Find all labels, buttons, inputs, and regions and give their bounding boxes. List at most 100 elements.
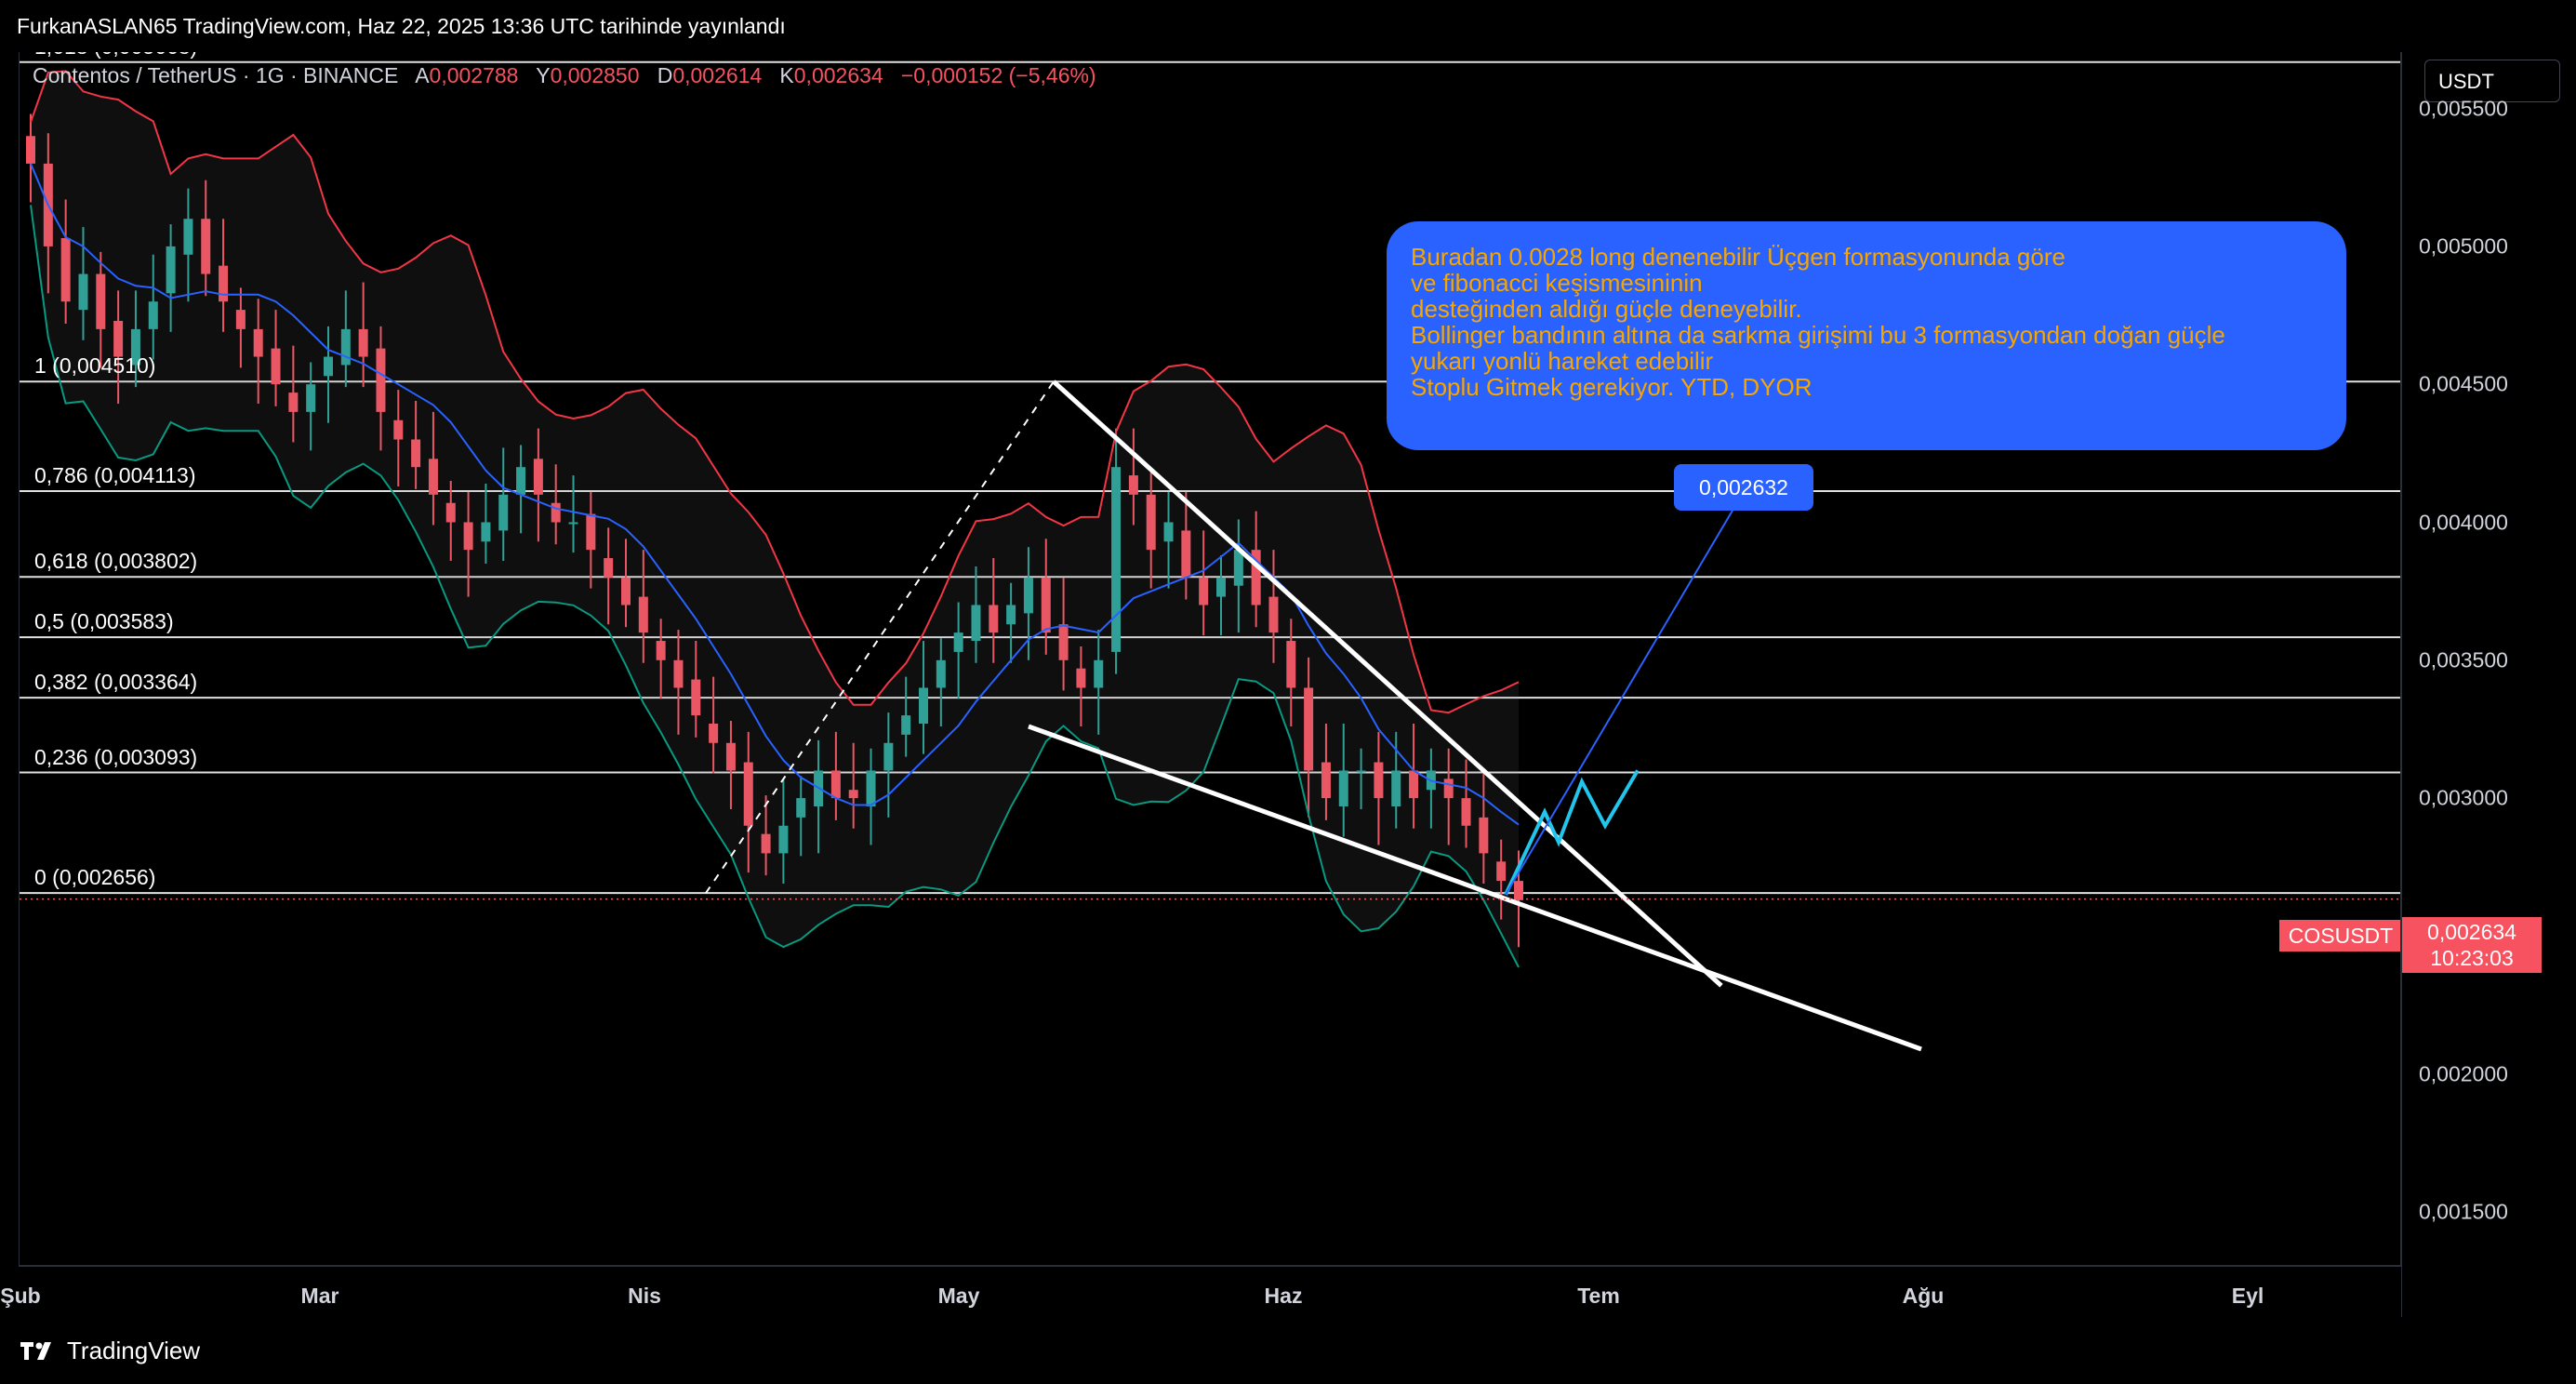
price-tick-label: 0,004500: [2419, 371, 2508, 396]
candle-body: [725, 742, 736, 771]
footer-brand[interactable]: TradingView: [19, 1332, 200, 1369]
candle-body: [130, 328, 140, 366]
time-axis[interactable]: Şub Mar Nis May Haz Tem Ağu Eyl: [0, 1266, 2401, 1318]
candle-body: [148, 301, 158, 329]
fib-level-label: 0,618 (0,003802): [34, 549, 198, 574]
candle-body: [761, 833, 771, 854]
low-label: D: [657, 63, 673, 87]
high-value: 0,002850: [550, 63, 640, 87]
candle-body: [393, 419, 404, 440]
candle-body: [235, 310, 246, 329]
candle-body: [866, 770, 876, 806]
candle-body: [78, 273, 88, 311]
candle-body: [743, 762, 753, 826]
candle-body: [1163, 522, 1174, 542]
candle-body: [533, 459, 543, 495]
fib-level-label: 0,236 (0,003093): [34, 744, 198, 769]
candle-body: [1094, 659, 1104, 688]
candle-body: [1058, 624, 1069, 660]
candle-body: [1479, 817, 1489, 854]
chart-area[interactable]: Contentos / TetherUS · 1G · BINANCE A0,0…: [19, 52, 2401, 1266]
fib-level-label: 0,786 (0,004113): [34, 462, 196, 487]
fib-level-label: 0,382 (0,003364): [34, 670, 198, 695]
candle-body: [1391, 770, 1401, 806]
price-tick-label: 0,005500: [2419, 96, 2508, 121]
note-line: Bollinger bandının altına da sarkma giri…: [1411, 321, 2225, 349]
candle-body: [691, 679, 701, 716]
candle-body: [96, 273, 106, 329]
fib-level-label: 0,5 (0,003583): [34, 609, 174, 634]
wedge-lower-trendline: [1028, 724, 1922, 1052]
time-tick-label: Haz: [1264, 1284, 1303, 1308]
candle-body: [586, 513, 596, 551]
candle-body: [288, 393, 299, 412]
candle-body: [1216, 577, 1226, 597]
candle-body: [340, 328, 351, 366]
high-label: Y: [536, 63, 551, 87]
chart-canvas[interactable]: [20, 52, 2401, 1266]
symbol-tag: COSUSDT: [2279, 920, 2400, 952]
candle-body: [271, 348, 281, 385]
fib-level-label: 0 (0,002656): [34, 865, 156, 890]
candle-body: [463, 522, 473, 551]
candle-body: [219, 265, 229, 302]
candle-body: [358, 328, 368, 357]
last-price-label: 0,002634 10:23:03: [2402, 917, 2542, 973]
candle-body: [638, 596, 648, 633]
candle-body: [778, 825, 789, 854]
candle-body: [183, 219, 193, 255]
price-axis[interactable]: USDT 0,005500 0,005000 0,004500 0,004000 0,0…: [2401, 52, 2576, 1317]
note-line: desteğinden aldığı güçle deneyebilir.: [1411, 295, 1802, 323]
price-tick-label: 0,003000: [2419, 785, 2508, 810]
symbol-name[interactable]: Contentos / TetherUS · 1G · BINANCE: [33, 63, 399, 87]
candle-body: [1268, 596, 1279, 633]
time-tick-label: May: [937, 1284, 980, 1308]
wedge-upper-trendline: [1052, 379, 1723, 988]
currency-unit-button[interactable]: USDT: [2424, 60, 2560, 102]
candle-body: [1128, 475, 1138, 495]
candle-body: [1076, 668, 1086, 688]
annotation-note[interactable]: Buradan 0.0028 long denenebilir Üçgen fo…: [1387, 221, 2346, 450]
candle-body: [901, 715, 911, 735]
last-price-value: 0,002634: [2427, 920, 2516, 944]
brand-name: TradingView: [67, 1336, 201, 1364]
time-tick-label: Tem: [1577, 1284, 1620, 1308]
candle-body: [411, 439, 421, 468]
candle-body: [1023, 577, 1033, 614]
candle-body: [1409, 770, 1419, 799]
candle-body: [1496, 861, 1507, 882]
publish-text: FurkanASLAN65 TradingView.com, Haz 22, 2…: [17, 13, 786, 38]
candle-body: [1338, 770, 1348, 806]
low-value: 0,002614: [672, 63, 763, 87]
candle-body: [60, 238, 71, 302]
chart-frame: Contentos / TetherUS · 1G · BINANCE A0,0…: [0, 52, 2576, 1318]
price-tick-label: 0,004000: [2419, 510, 2508, 534]
candle-body: [1146, 494, 1156, 551]
close-value: 0,002634: [793, 63, 883, 87]
candle-body: [796, 798, 806, 818]
bollinger-fill: [31, 71, 1519, 967]
candle-body: [709, 724, 719, 743]
change-value: −0,000152 (−5,46%): [900, 63, 1096, 87]
candle-body: [201, 219, 211, 274]
candle-body: [1233, 550, 1243, 586]
candle-body: [253, 328, 263, 357]
tradingview-logo-icon: [20, 1342, 51, 1360]
candle-body: [1251, 550, 1261, 606]
bollinger-lower-band: [30, 205, 1520, 968]
candle-body: [26, 136, 35, 164]
candle-body: [656, 641, 666, 660]
candle-body: [971, 605, 981, 642]
note-line: Buradan 0.0028 long denenebilir Üçgen fo…: [1411, 243, 2065, 271]
candle-body: [498, 494, 509, 531]
candle-body: [919, 687, 928, 725]
candle-body: [1006, 605, 1016, 625]
candle-body: [428, 459, 438, 495]
candle-body: [1041, 577, 1051, 633]
bollinger-basis: [30, 163, 1520, 826]
note-line: ve fibonacci keşismesininin: [1411, 269, 1703, 297]
time-tick-label: Mar: [300, 1284, 339, 1308]
target-price-tag[interactable]: 0,002632: [1674, 464, 1813, 511]
candle-body: [376, 348, 386, 412]
price-tick-label: 0,005000: [2419, 233, 2508, 259]
